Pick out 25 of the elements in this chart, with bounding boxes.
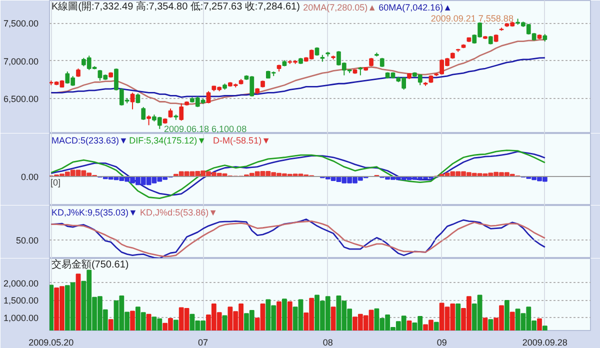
text: MACD:5(233.63)▼ (51, 136, 128, 146)
text: 50.00 (16, 236, 39, 246)
y-tick-label: 1,000.00 (3, 312, 39, 323)
x-tick-label: 08 (322, 338, 333, 348)
annotation: [0] (50, 178, 60, 188)
text: D-M(-58.51)▼ (213, 136, 270, 146)
series-label: KD,J%d:5(53.86)▼ (140, 208, 218, 218)
series-label: KD,J%K:9,5(35.03)▼ (51, 208, 138, 218)
y-tick-label: 7,500.00 (3, 18, 39, 29)
x-tick-label: 09 (436, 338, 447, 348)
text: DIF:5,34(175.12)▼ (129, 136, 206, 146)
text: 60MA(7,042.16)▲ (378, 2, 452, 12)
chart-title: K線圖(開:7,332.49 高:7,354.80 低:7,257.63 收:7,284.61) (51, 0, 300, 12)
y-tick-label: 7,000.00 (3, 56, 39, 66)
x-tick-label: 07 (198, 338, 208, 348)
chart-title: 交易金額(750.61) (51, 258, 129, 270)
y-tick-label: 6,500.00 (3, 94, 39, 104)
y-tick-label: 2,000.00 (3, 278, 39, 288)
annotation: 2009.09.21 7,558.88 (430, 14, 514, 24)
y-tick-label: 1,500.00 (3, 296, 39, 306)
text: 20MA(7,280.05)▲ (303, 2, 377, 12)
ref-line-label: 0.00 (20, 172, 39, 182)
x-tick-label: 2009.09.28 (522, 338, 568, 348)
x-tick-label: 2009.05.20 (28, 338, 74, 348)
annotation: 2009.06.18 6,100.08 (164, 124, 247, 134)
